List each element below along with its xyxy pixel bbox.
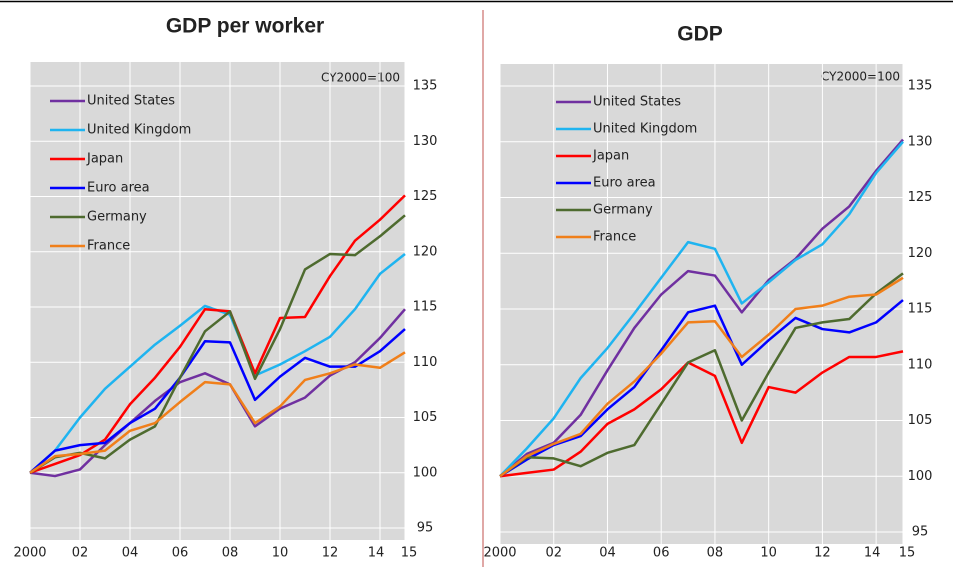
legend-label: United States [593,95,681,110]
y-tick-label: 105 [908,413,933,428]
legend-label: France [593,230,636,245]
x-tick-label: 2000 [483,546,516,561]
y-tick-label: 135 [908,79,933,94]
x-tick-label: 02 [545,546,562,561]
legend-label: Germany [593,203,653,218]
annotation: CY2000=100 [321,71,400,85]
y-tick-label: 95 [912,525,929,540]
legend-label: Japan [86,152,123,167]
x-tick-label: 06 [653,546,670,561]
legend-label: United States [87,94,175,109]
series-line [499,350,904,478]
y-tick-label: 125 [908,190,933,205]
y-tick-label: 105 [413,410,438,425]
chart-title: GDP [677,23,723,46]
y-tick-label: 110 [908,357,933,372]
legend-label: Germany [87,210,147,225]
x-tick-label: 02 [72,546,89,561]
y-tick-label: 120 [908,246,933,261]
y-tick-label: 110 [413,355,438,370]
series-line [499,299,904,478]
y-tick-label: 135 [413,79,438,94]
series-line [29,351,406,474]
x-tick-label: 2000 [13,546,46,561]
legend-label: United Kingdom [593,122,697,137]
x-tick-label: 10 [272,546,289,561]
series-line [499,272,904,478]
x-tick-label: 14 [864,546,881,561]
legend-label: Japan [592,149,629,164]
y-tick-label: 130 [413,134,438,149]
x-tick-label: 14 [368,546,385,561]
y-tick-label: 130 [908,134,933,149]
legend-label: Euro area [87,181,150,196]
y-tick-label: 100 [908,469,933,484]
x-tick-label: 10 [760,546,777,561]
series-line [29,214,406,474]
y-tick-label: 125 [413,189,438,204]
x-tick-label: 12 [814,546,831,561]
series-line [499,140,904,478]
y-tick-label: 100 [413,465,438,480]
x-tick-label: 15 [401,546,418,561]
series-line [499,276,904,478]
x-tick-label: 04 [122,546,139,561]
x-tick-label: 08 [707,546,724,561]
legend-label: United Kingdom [87,123,191,138]
chart-title: GDP per worker [166,15,324,38]
x-tick-label: 12 [322,546,339,561]
legend-label: Euro area [593,176,656,191]
legend-label: France [87,239,130,254]
plot-area [500,64,903,544]
x-tick-label: 15 [899,546,916,561]
series-line [499,138,904,478]
series-line [29,328,406,474]
y-tick-label: 115 [908,302,933,317]
x-tick-label: 06 [172,546,189,561]
y-tick-label: 95 [417,521,434,536]
annotation: CY2000=100 [821,70,900,84]
y-tick-label: 120 [413,244,438,259]
y-tick-label: 115 [413,300,438,315]
x-tick-label: 04 [599,546,616,561]
x-tick-label: 08 [222,546,239,561]
series-line [29,194,406,474]
